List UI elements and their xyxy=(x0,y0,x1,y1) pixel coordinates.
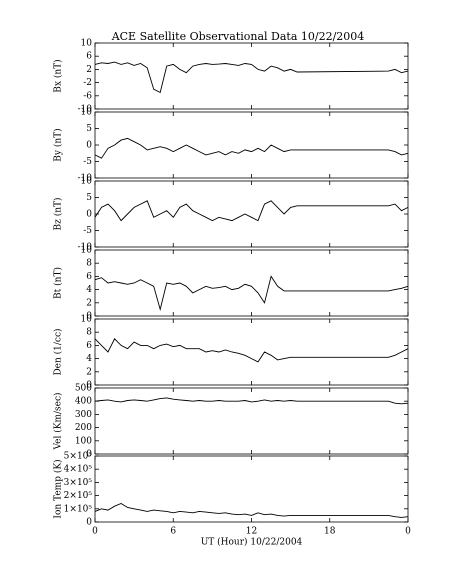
y-tick-label: 0 xyxy=(86,381,92,391)
y-tick-label: 4 xyxy=(86,285,92,295)
y-axis-label: Den (1/cc) xyxy=(53,328,64,375)
panel-frame xyxy=(94,249,409,317)
y-tick-label: 8 xyxy=(86,328,92,338)
y-axis-label: Bx (nT) xyxy=(53,59,64,92)
x-tick-label: 12 xyxy=(246,527,257,537)
y-tick-label: 0 xyxy=(86,312,92,322)
x-tick-label: 18 xyxy=(324,527,336,537)
x-axis-label: UT (Hour) 10/22/2004 xyxy=(201,537,303,548)
y-tick-label: -10 xyxy=(78,243,93,253)
y-tick-label: 0 xyxy=(86,450,92,460)
y-axis-label: By (nT) xyxy=(53,128,64,161)
y-tick-label: -5 xyxy=(83,226,92,236)
y-tick-label: 5×10⁵ xyxy=(64,452,93,462)
y-tick-label: 10 xyxy=(81,39,93,49)
y-tick-label: 500 xyxy=(75,384,92,394)
data-line xyxy=(94,338,409,363)
y-tick-label: -2 xyxy=(83,78,92,88)
x-tick-label: 0 xyxy=(92,527,98,537)
y-tick-label: -10 xyxy=(78,174,93,184)
y-tick-label: -10 xyxy=(78,105,93,115)
data-line xyxy=(94,137,409,159)
y-tick-label: 4 xyxy=(86,354,92,364)
y-tick-label: 3×10⁵ xyxy=(64,478,93,488)
panel-frame xyxy=(94,42,409,110)
x-tick-label: 0 xyxy=(405,527,411,537)
y-tick-label: 300 xyxy=(75,410,92,420)
y-tick-label: 6 xyxy=(86,272,92,282)
y-tick-label: 10 xyxy=(81,315,93,325)
y-tick-label: 10 xyxy=(81,108,93,118)
y-tick-label: 2 xyxy=(86,367,92,377)
y-tick-label: 10 xyxy=(81,177,93,187)
panel-frame xyxy=(94,387,409,455)
panel-frame xyxy=(94,111,409,179)
panel-frame xyxy=(94,318,409,386)
y-tick-label: -5 xyxy=(83,157,92,167)
y-tick-label: 2 xyxy=(86,298,92,308)
y-tick-label: 2 xyxy=(86,65,92,75)
y-tick-label: 8 xyxy=(86,259,92,269)
y-tick-label: 200 xyxy=(75,423,92,433)
data-line xyxy=(94,61,409,94)
y-tick-label: 6 xyxy=(86,52,92,62)
y-tick-label: 400 xyxy=(75,397,92,407)
data-line xyxy=(94,200,409,222)
y-tick-label: -6 xyxy=(83,91,92,101)
data-line xyxy=(94,502,409,518)
y-tick-label: 5 xyxy=(86,193,92,203)
y-axis-label: Bt (nT) xyxy=(53,267,64,299)
y-tick-label: 100 xyxy=(75,436,92,446)
y-axis-label: Ion Temp (K) xyxy=(53,459,64,518)
panel-frame xyxy=(94,180,409,248)
y-tick-label: 1×10⁵ xyxy=(64,504,93,514)
y-tick-label: 0 xyxy=(86,518,92,528)
y-tick-label: 0 xyxy=(86,210,92,220)
chart-title: ACE Satellite Observational Data 10/22/2… xyxy=(111,30,365,43)
y-tick-label: 2×10⁵ xyxy=(64,491,93,501)
y-tick-label: 4×10⁵ xyxy=(64,465,93,475)
data-line xyxy=(94,275,409,312)
panel-frame xyxy=(94,455,409,523)
y-tick-label: 10 xyxy=(81,246,93,256)
y-tick-label: 0 xyxy=(86,141,92,151)
y-axis-label: Vel (Km/sec) xyxy=(53,392,64,450)
y-tick-label: 5 xyxy=(86,124,92,134)
data-line xyxy=(94,397,409,405)
x-tick-label: 6 xyxy=(170,527,176,537)
y-tick-label: 6 xyxy=(86,341,92,351)
y-axis-label: Bz (nT) xyxy=(53,197,64,230)
